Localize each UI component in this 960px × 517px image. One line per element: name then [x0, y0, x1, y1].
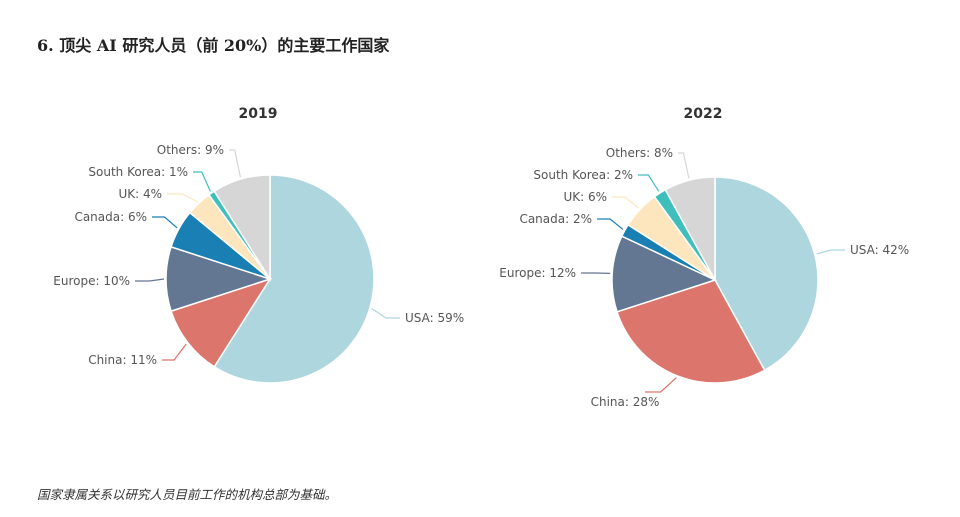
slice-label: USA: 59%	[405, 311, 464, 325]
slice-label: Others: 8%	[606, 146, 673, 160]
pie-slice-usa	[714, 176, 819, 372]
slice-label: South Korea: 1%	[88, 165, 188, 179]
label-connector	[193, 171, 211, 192]
slice-label: UK: 4%	[118, 187, 162, 201]
slice-label: Canada: 6%	[74, 210, 147, 224]
pie-slice-europe	[611, 235, 718, 313]
pie-title: 2019	[239, 106, 278, 122]
label-connector	[638, 174, 660, 192]
label-connector	[162, 343, 187, 361]
footnote: 国家隶属关系以研究人员目前工作的机构总部为基础。	[37, 487, 338, 502]
slice-label: Europe: 10%	[53, 274, 130, 288]
slice-label: USA: 42%	[850, 243, 909, 257]
pie-slice-usa	[213, 174, 375, 384]
pie-slice-china	[170, 277, 272, 368]
label-connector	[645, 377, 677, 393]
slice-label: China: 11%	[88, 353, 157, 367]
pie-2019: 2019 USA: 59% China: 11% Europe: 10% Canada:…	[53, 106, 464, 384]
label-connector	[678, 152, 690, 179]
slice-label: South Korea: 2%	[533, 168, 633, 182]
slice-label: Europe: 12%	[499, 266, 576, 280]
label-connector	[816, 249, 845, 255]
label-connector	[135, 278, 165, 282]
label-connector	[612, 196, 639, 209]
label-connector	[597, 218, 624, 230]
slice-label: China: 28%	[591, 395, 660, 409]
label-connector	[229, 149, 242, 178]
label-connector	[167, 193, 198, 203]
slice-label: Canada: 2%	[519, 212, 592, 226]
pie-title: 2022	[684, 106, 723, 122]
slice-label: UK: 6%	[563, 190, 607, 204]
pie-slice-china	[616, 279, 766, 384]
slice-label: Others: 9%	[157, 143, 224, 157]
page-title: 6. 顶尖 AI 研究人员（前 20%）的主要工作国家	[37, 36, 390, 55]
label-connector	[371, 308, 400, 319]
pie-slice-others	[664, 176, 716, 281]
pie-slice-others	[213, 174, 271, 282]
pie-2022: 2022 USA: 42% China: 28% Europe: 12% Canada:…	[499, 106, 909, 409]
label-connector	[152, 216, 178, 229]
